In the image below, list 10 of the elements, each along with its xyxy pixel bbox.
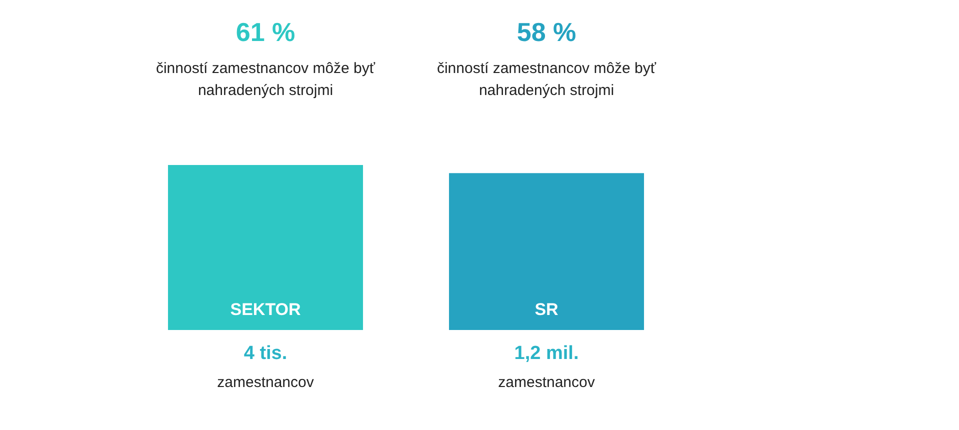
text: činností zamestnancov môže byť nahradených strojmi [156,60,376,99]
data-label: 58 % [516,17,576,47]
data-label: 61 % [236,17,296,47]
text: zamestnancov [498,374,596,391]
x-tick-label: SR [534,300,558,319]
text: 4 tis. [244,343,288,364]
x-tick-label: SEKTOR [230,300,301,319]
text: zamestnancov [217,374,314,391]
text: 1,2 mil. [514,343,579,364]
text: činností zamestnancov môže byť nahradených strojmi [436,60,656,99]
